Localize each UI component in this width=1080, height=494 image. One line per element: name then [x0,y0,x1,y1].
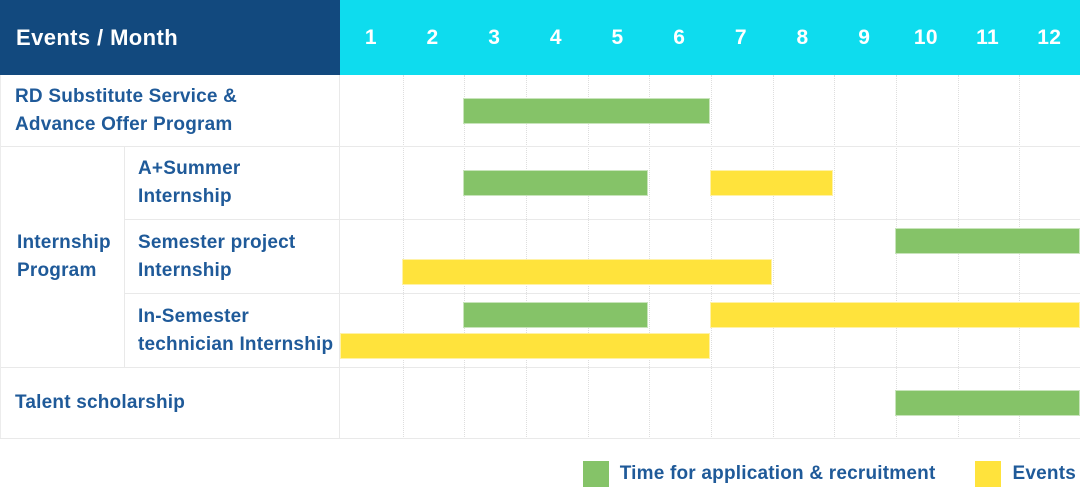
legend-label: Events [1012,463,1076,484]
gantt-bar-application [895,390,1080,416]
month-label: 12 [1037,25,1062,49]
gantt-bar-event [401,259,772,285]
chart-row-in-semester-technician [340,294,1080,368]
table-title: Events / Month [16,24,179,50]
events-month-header-cell: Events / Month [0,0,340,75]
legend: Time for application & recruitment Event… [582,460,1076,488]
row-label-line: Internship [138,259,232,281]
row-label-line: Talent scholarship [15,392,186,413]
chart-row-rd-substitute [340,75,1080,147]
month-label: 7 [734,25,747,49]
gantt-bar-application [463,170,649,196]
group-label-line: Internship [17,232,111,253]
legend-label: Time for application & recruitment [619,463,936,484]
row-label-line: In-Semester [138,305,249,327]
row-label-a-plus-summer: A+Summer Internship [125,147,340,220]
row-label-line: Advance Offer Program [15,113,233,135]
month-header-row: 1 2 3 4 5 6 7 8 9 10 11 12 [340,0,1080,75]
month-label: 5 [611,25,624,49]
gantt-bar-event [340,333,710,359]
application-legend-swatch [582,461,609,487]
month-label: 1 [364,25,377,49]
row-label-line: technician Internship [138,333,334,355]
table-header-row: Events / Month 1 2 3 4 5 6 7 8 9 10 11 12 [0,0,1080,75]
row-label-line: RD Substitute Service & [15,85,238,107]
month-label: 8 [796,25,809,49]
row-label-line: Semester project [138,231,296,253]
row-label-in-semester-technician: In-Semester technician Internship [125,294,340,368]
chart-row-a-plus-summer [340,147,1080,220]
month-label: 10 [913,25,938,49]
group-label-line: Program [17,260,97,281]
row-label-line: A+Summer [138,158,241,179]
table-body: RD Substitute Service & Advance Offer Pr… [0,75,1080,439]
row-label-rd-substitute: RD Substitute Service & Advance Offer Pr… [1,75,340,147]
month-label: 3 [488,25,501,49]
legend-item-application: Time for application & recruitment [582,461,936,487]
legend-item-events: Events [975,461,1076,487]
events-legend-swatch [975,461,1002,487]
gantt-bar-application [895,228,1080,254]
month-label: 6 [673,25,686,49]
month-label: 11 [976,25,999,49]
gantt-bar-application [463,302,649,328]
month-label: 2 [426,25,439,49]
chart-row-talent-scholarship [340,368,1080,439]
gantt-bar-application [463,97,710,124]
month-label: 4 [549,25,562,49]
group-label-internship-program: Internship Program [1,147,125,368]
gantt-bar-event [710,170,834,196]
month-label: 9 [858,25,871,49]
gantt-bar-event [710,302,1080,328]
row-label-semester-project: Semester project Internship [125,220,340,294]
row-label-line: Internship [138,186,232,207]
row-label-talent-scholarship: Talent scholarship [1,368,340,439]
chart-row-semester-project [340,220,1080,294]
